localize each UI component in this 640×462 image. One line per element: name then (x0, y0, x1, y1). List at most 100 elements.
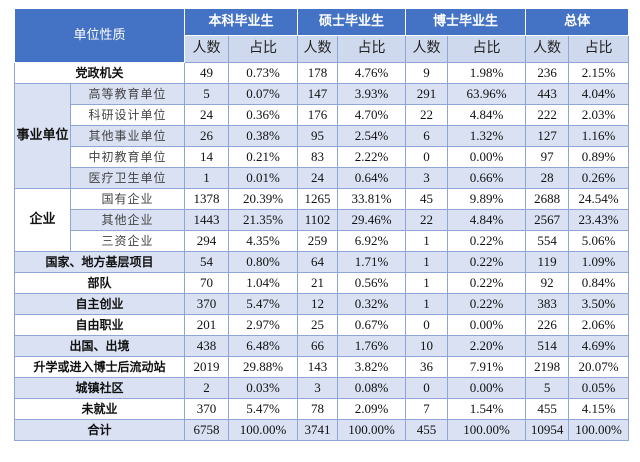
table-row: 三资企业 294 4.35% 259 6.92% 1 0.22% 554 5.06% (15, 230, 630, 252)
row-label: 未就业 (13, 398, 186, 420)
ratio-cell: 4.35% (228, 230, 299, 252)
count-cell: 226 (525, 314, 570, 336)
ratio-cell: 0.22% (447, 230, 527, 252)
ratio-cell: 0.05% (568, 377, 630, 399)
ratio-cell: 4.04% (568, 83, 630, 105)
header-ratio: 占比 (447, 35, 527, 63)
count-cell: 1443 (184, 209, 230, 231)
ratio-cell: 2.20% (447, 335, 527, 357)
table-row: 自由职业 201 2.97% 25 0.67% 0 0.00% 226 2.06% (13, 314, 630, 336)
ratio-cell: 0.22% (447, 272, 527, 294)
count-cell: 83 (297, 146, 339, 168)
row-subcategory: 科研设计单位 (69, 104, 186, 126)
count-cell: 2688 (525, 188, 570, 210)
ratio-cell: 4.15% (568, 398, 630, 420)
count-cell: 97 (525, 146, 570, 168)
ratio-cell: 1.32% (447, 125, 527, 147)
ratio-cell: 9.89% (447, 188, 527, 210)
ratio-cell: 7.91% (447, 356, 527, 378)
count-cell: 2198 (525, 356, 570, 378)
count-cell: 0 (405, 314, 449, 336)
ratio-cell: 2.06% (568, 314, 630, 336)
ratio-cell: 5.47% (228, 398, 299, 420)
count-cell: 1378 (184, 188, 230, 210)
count-cell: 24 (184, 104, 230, 126)
ratio-cell: 1.16% (568, 125, 630, 147)
row-label: 升学或进入博士后流动站 (13, 356, 186, 378)
count-cell: 2019 (184, 356, 230, 378)
count-cell: 176 (297, 104, 339, 126)
count-cell: 127 (525, 125, 570, 147)
count-cell: 455 (405, 419, 449, 441)
table-row: 中初教育单位 14 0.21% 83 2.22% 0 0.00% 97 0.89% (15, 146, 630, 168)
table-row: 其他企业 1443 21.35% 1102 29.46% 22 4.84% 2567 23.43… (15, 209, 630, 231)
ratio-cell: 1.76% (337, 335, 407, 357)
ratio-cell: 100.00% (228, 419, 299, 441)
ratio-cell: 0.22% (447, 293, 527, 315)
count-cell: 0 (405, 377, 449, 399)
count-cell: 143 (297, 356, 339, 378)
table-row: 事业单位 高等教育单位 5 0.07% 147 3.93% 291 63.96% 443 4.04… (14, 83, 630, 189)
count-cell: 95 (297, 125, 339, 147)
header-group-bachelor: 本科毕业生 (184, 8, 299, 36)
table-row: 党政机关 49 0.73% 178 4.76% 9 1.98% 236 2.15% (13, 62, 630, 84)
table-row: 部队 70 1.04% 21 0.56% 1 0.22% 92 0.84% (13, 272, 630, 294)
ratio-cell: 2.97% (228, 314, 299, 336)
ratio-cell: 21.35% (228, 209, 299, 231)
ratio-cell: 0.00% (447, 314, 527, 336)
count-cell: 22 (405, 209, 449, 231)
ratio-cell: 0.00% (447, 377, 527, 399)
table-row: 升学或进入博士后流动站 2019 29.88% 143 3.82% 36 7.91% 2198… (13, 356, 630, 378)
table-row: 自主创业 370 5.47% 12 0.32% 1 0.22% 383 3.50% (13, 293, 630, 315)
ratio-cell: 1.04% (228, 272, 299, 294)
table-row: 城镇社区 2 0.03% 3 0.08% 0 0.00% 5 0.05% (13, 377, 630, 399)
count-cell: 236 (525, 62, 570, 84)
ratio-cell: 3.82% (337, 356, 407, 378)
header-ratio: 占比 (337, 35, 407, 63)
ratio-cell: 0.67% (337, 314, 407, 336)
table-row: 出国、出境 438 6.48% 66 1.76% 10 2.20% 514 4.69% (13, 335, 630, 357)
count-cell: 5 (525, 377, 570, 399)
count-cell: 92 (525, 272, 570, 294)
ratio-cell: 1.71% (337, 251, 407, 273)
row-label: 自主创业 (13, 293, 186, 315)
ratio-cell: 2.15% (568, 62, 630, 84)
ratio-cell: 0.38% (228, 125, 299, 147)
count-cell: 21 (297, 272, 339, 294)
ratio-cell: 2.22% (337, 146, 407, 168)
row-subcategory: 其他事业单位 (69, 125, 186, 147)
count-cell: 370 (184, 398, 230, 420)
count-cell: 14 (184, 146, 230, 168)
ratio-cell: 6.92% (337, 230, 407, 252)
ratio-cell: 0.03% (228, 377, 299, 399)
count-cell: 12 (297, 293, 339, 315)
header-count: 人数 (297, 35, 339, 63)
ratio-cell: 0.80% (228, 251, 299, 273)
ratio-cell: 5.06% (568, 230, 630, 252)
count-cell: 1 (405, 272, 449, 294)
count-cell: 259 (297, 230, 339, 252)
header-group-master: 硕士毕业生 (297, 8, 407, 36)
count-cell: 1 (405, 251, 449, 273)
ratio-cell: 100.00% (568, 419, 630, 441)
row-subcategory: 其他企业 (69, 209, 186, 231)
table-row: 国家、地方基层项目 54 0.80% 64 1.71% 1 0.22% 119 1.09% (13, 251, 630, 273)
ratio-cell: 3.93% (337, 83, 407, 105)
count-cell: 1265 (297, 188, 339, 210)
count-cell: 383 (525, 293, 570, 315)
count-cell: 10954 (525, 419, 570, 441)
count-cell: 66 (297, 335, 339, 357)
row-category: 事业单位 (14, 83, 71, 189)
ratio-cell: 29.88% (228, 356, 299, 378)
ratio-cell: 100.00% (337, 419, 407, 441)
table-row: 其他事业单位 26 0.38% 95 2.54% 6 1.32% 127 1.16% (15, 125, 630, 147)
ratio-cell: 5.47% (228, 293, 299, 315)
employment-table: 单位性质 本科毕业生 硕士毕业生 博士毕业生 总体 人数 占比 人数 占比 人数 占比 人数… (13, 8, 630, 441)
count-cell: 36 (405, 356, 449, 378)
ratio-cell: 0.01% (228, 167, 299, 189)
ratio-cell: 4.84% (447, 209, 527, 231)
row-label: 党政机关 (13, 62, 186, 84)
row-label: 自由职业 (13, 314, 186, 336)
row-label: 部队 (13, 272, 186, 294)
count-cell: 201 (184, 314, 230, 336)
